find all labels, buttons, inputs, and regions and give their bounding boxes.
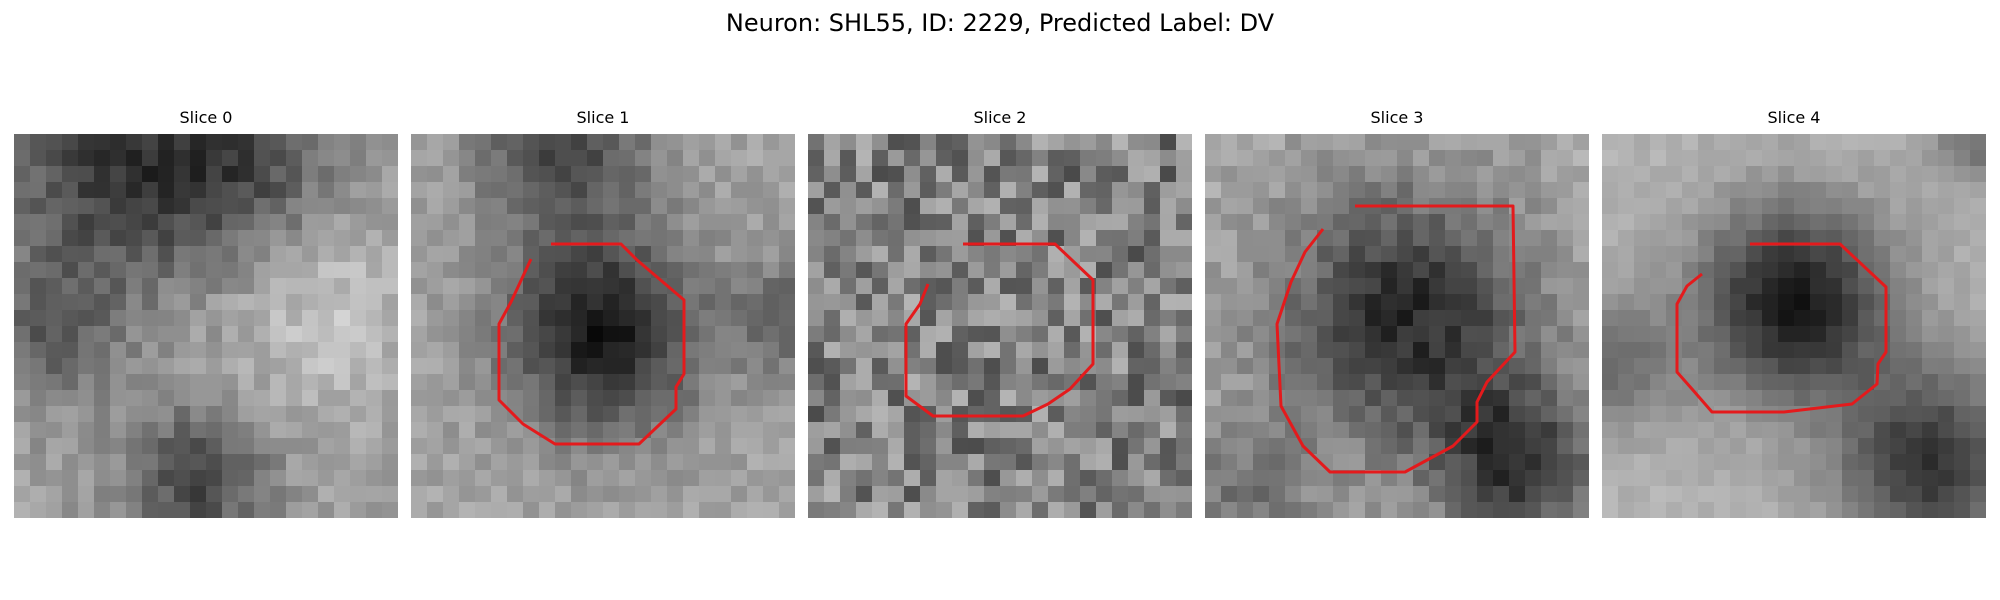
roi-outline-1 [497, 242, 686, 446]
slice-title-1: Slice 1 [576, 108, 630, 127]
slice-image-0 [14, 134, 398, 518]
slice-image-4 [1602, 134, 1986, 518]
slice-title-4: Slice 4 [1767, 108, 1821, 127]
slice-image-1 [411, 134, 795, 518]
slice-panel-3: Slice 3 [1205, 108, 1589, 520]
slice-panel-4: Slice 4 [1602, 108, 1986, 520]
roi-outline-2 [904, 242, 1095, 418]
slice-image-2 [808, 134, 1192, 518]
figure-title: Neuron: SHL55, ID: 2229, Predicted Label… [725, 9, 1275, 37]
slice-panel-1: Slice 1 [411, 108, 795, 520]
slice-image-3 [1205, 134, 1589, 518]
slice-panel-0: Slice 0 [14, 108, 398, 520]
slice-panel-2: Slice 2 [808, 108, 1192, 520]
slice-title-2: Slice 2 [973, 108, 1027, 127]
slice-title-3: Slice 3 [1370, 108, 1424, 127]
roi-outline-3 [1275, 204, 1517, 474]
roi-outline-4 [1675, 242, 1888, 414]
slice-title-0: Slice 0 [179, 108, 233, 127]
